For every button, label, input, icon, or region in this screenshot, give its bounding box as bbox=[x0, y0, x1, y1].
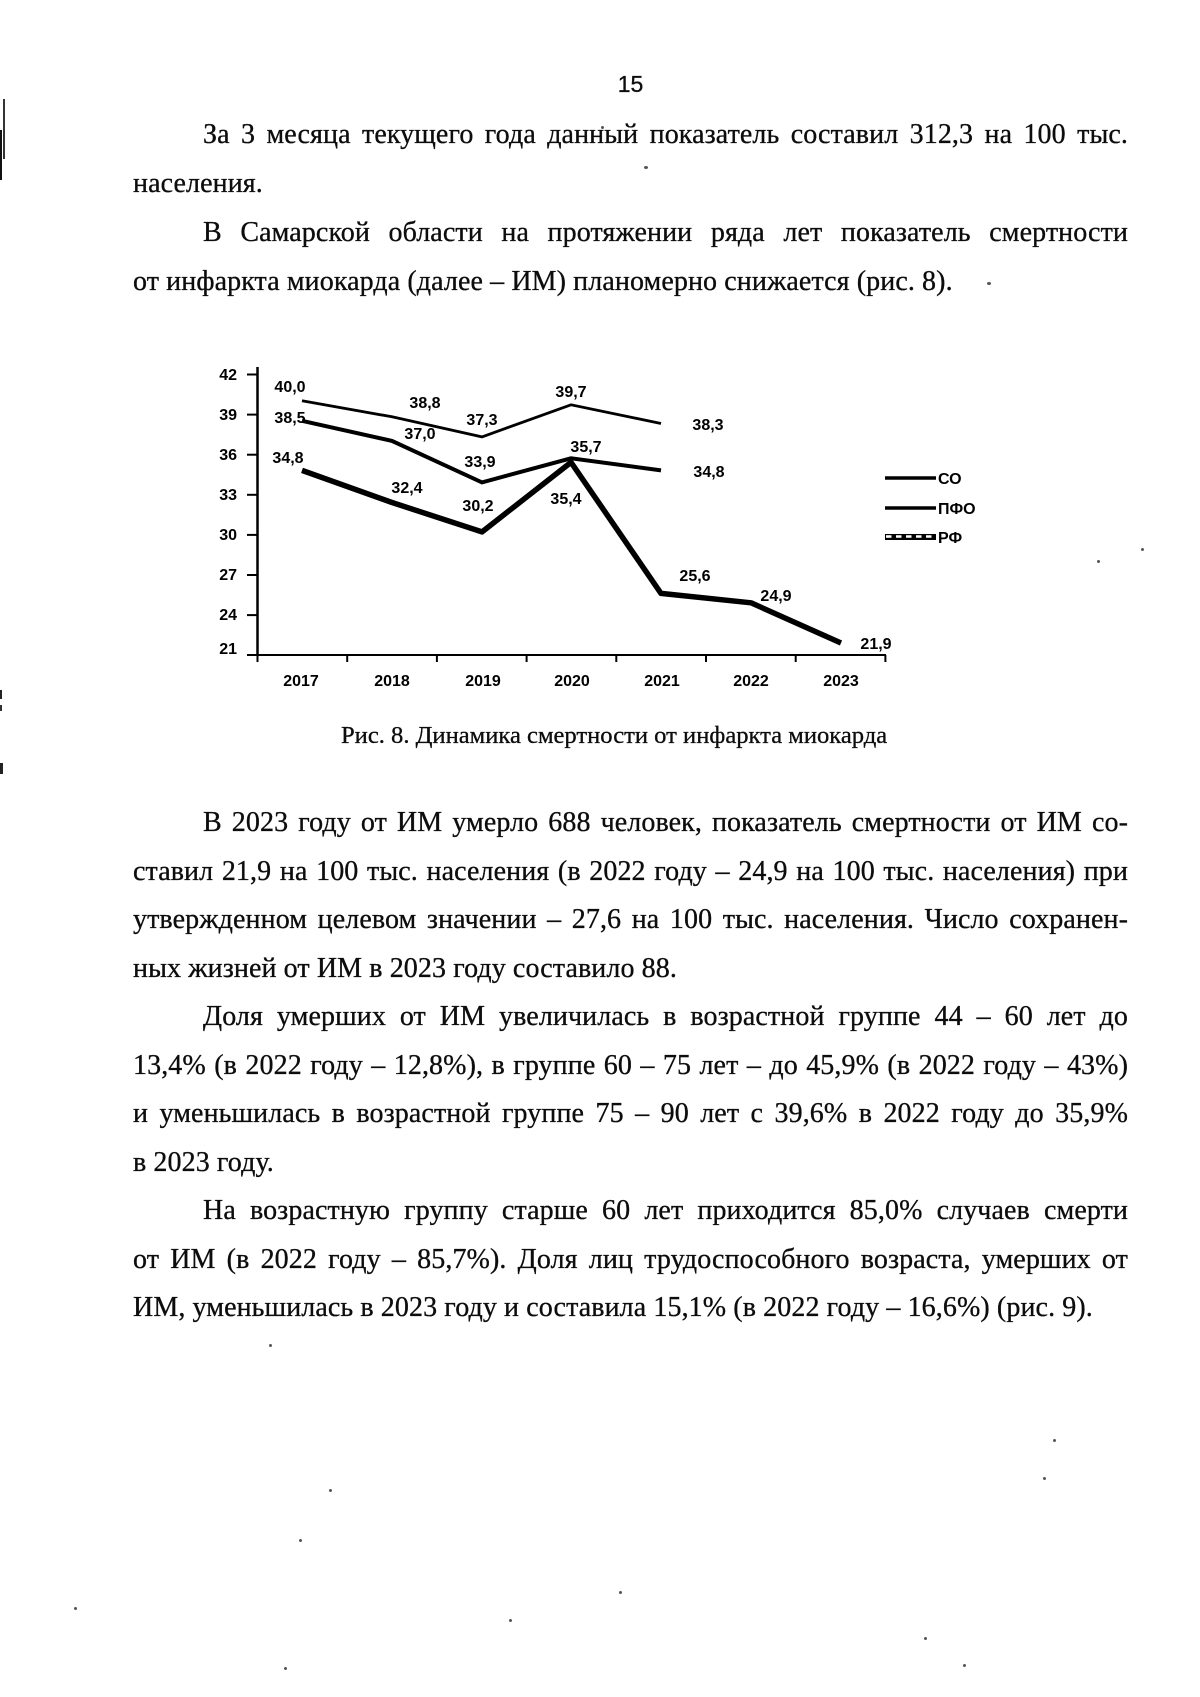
svg-text:РФ: РФ bbox=[938, 530, 962, 547]
svg-text:37,3: 37,3 bbox=[466, 412, 497, 429]
svg-text:21,9: 21,9 bbox=[860, 636, 891, 653]
svg-text:42: 42 bbox=[219, 367, 237, 384]
svg-text:СО: СО bbox=[938, 471, 962, 488]
svg-text:37,0: 37,0 bbox=[404, 426, 435, 443]
svg-text:2018: 2018 bbox=[374, 673, 410, 690]
svg-text:39: 39 bbox=[219, 407, 237, 424]
svg-text:33,9: 33,9 bbox=[464, 454, 495, 471]
svg-text:2017: 2017 bbox=[283, 673, 319, 690]
svg-text:ПФО: ПФО bbox=[938, 501, 976, 518]
svg-text:34,8: 34,8 bbox=[693, 464, 724, 481]
svg-text:2019: 2019 bbox=[465, 673, 501, 690]
svg-text:38,3: 38,3 bbox=[692, 417, 723, 434]
svg-text:39,7: 39,7 bbox=[555, 384, 586, 401]
svg-text:32,4: 32,4 bbox=[391, 480, 422, 497]
svg-text:2022: 2022 bbox=[733, 673, 769, 690]
svg-text:35,7: 35,7 bbox=[570, 439, 601, 456]
svg-text:36: 36 bbox=[219, 447, 237, 464]
svg-text:35,4: 35,4 bbox=[550, 491, 581, 508]
svg-text:34,8: 34,8 bbox=[272, 450, 303, 467]
svg-text:30,2: 30,2 bbox=[462, 498, 493, 515]
svg-text:2023: 2023 bbox=[823, 673, 859, 690]
svg-text:21: 21 bbox=[219, 641, 237, 658]
svg-text:40,0: 40,0 bbox=[274, 379, 305, 396]
svg-text:25,6: 25,6 bbox=[679, 568, 710, 585]
svg-text:27: 27 bbox=[219, 567, 237, 584]
svg-text:2021: 2021 bbox=[644, 673, 680, 690]
svg-text:38,5: 38,5 bbox=[274, 410, 305, 427]
svg-text:30: 30 bbox=[219, 527, 237, 544]
svg-text:24: 24 bbox=[219, 607, 237, 624]
svg-text:24,9: 24,9 bbox=[760, 588, 791, 605]
svg-text:2020: 2020 bbox=[554, 673, 590, 690]
svg-text:33: 33 bbox=[219, 487, 237, 504]
svg-text:38,8: 38,8 bbox=[409, 395, 440, 412]
